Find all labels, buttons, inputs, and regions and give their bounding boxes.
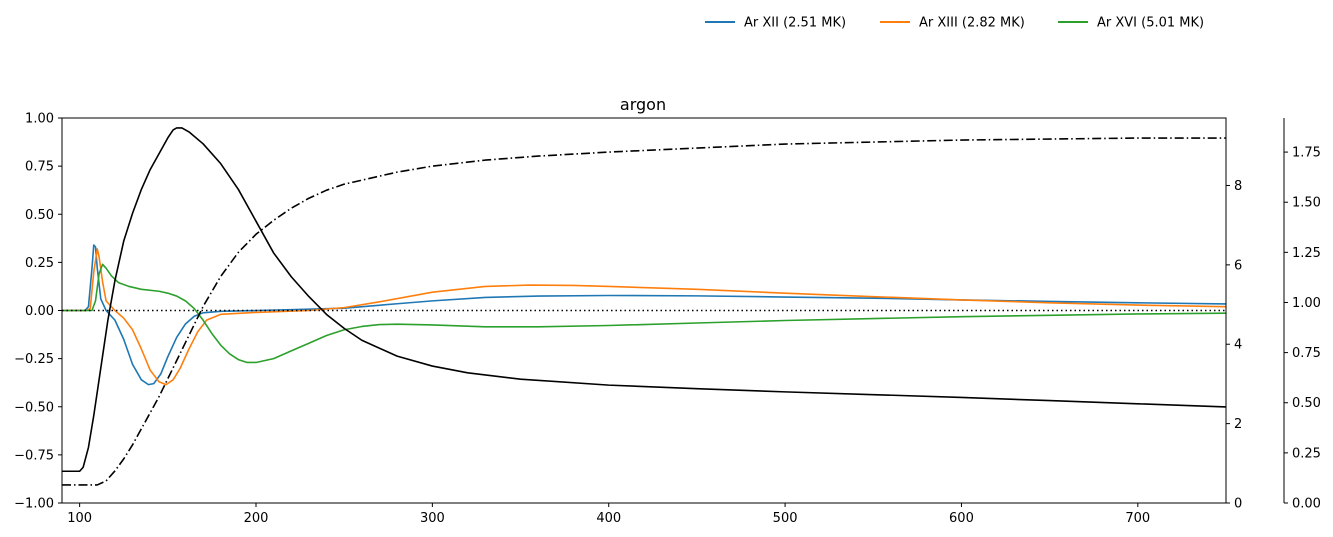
series-lines [62, 127, 1226, 486]
right2-tick-label: 0.25 [1292, 446, 1321, 461]
legend-label-1: Ar XIII (2.82 MK) [919, 16, 1025, 31]
left-tick-label: −0.75 [14, 448, 54, 463]
series-line-1 [62, 248, 1226, 386]
right1-tick-label: 8 [1234, 179, 1242, 194]
x-tick-label: 400 [596, 511, 621, 526]
left-tick-label: 0.00 [25, 304, 54, 319]
left-tick-label: −0.50 [14, 400, 54, 415]
left-tick-label: −1.00 [14, 497, 54, 512]
x-tick-label: 700 [1125, 511, 1150, 526]
right2-tick-label: 0.50 [1292, 396, 1321, 411]
legend-label-2: Ar XVI (5.01 MK) [1097, 16, 1204, 31]
left-tick-label: 0.25 [25, 256, 54, 271]
x-tick-label: 200 [244, 511, 269, 526]
right1-tick-label: 6 [1234, 258, 1242, 273]
left-tick-label: 0.50 [25, 208, 54, 223]
x-tick-label: 600 [949, 511, 974, 526]
chart-title: argon [620, 95, 666, 114]
right2-tick-label: 0.75 [1292, 346, 1321, 361]
right1-tick-label: 4 [1234, 338, 1242, 353]
right2-tick-label: 1.75 [1292, 146, 1321, 161]
right2-tick-label: 0.00 [1292, 497, 1321, 512]
left-tick-label: 0.75 [25, 160, 54, 175]
right2-tick-label: 1.50 [1292, 196, 1321, 211]
right2-tick-label: 1.00 [1292, 296, 1321, 311]
right2-tick-label: 1.25 [1292, 246, 1321, 261]
axes: 100 200 300 400 500 600 700 −1.00 −0.75 −0.50 −0.2… [14, 112, 1321, 527]
x-tick-label: 100 [67, 511, 92, 526]
x-tick-label: 300 [420, 511, 445, 526]
left-tick-label: 1.00 [25, 112, 54, 127]
series-line-4 [62, 127, 1226, 473]
series-line-0 [62, 244, 1226, 386]
legend: Ar XII (2.51 MK) Ar XIII (2.82 MK) Ar XVI … [705, 16, 1204, 31]
x-tick-label: 500 [773, 511, 798, 526]
left-tick-label: −0.25 [14, 352, 54, 367]
right1-tick-label: 2 [1234, 417, 1242, 432]
legend-label-0: Ar XII (2.51 MK) [744, 16, 846, 31]
series-line-5 [62, 137, 1226, 486]
series-line-2 [62, 263, 1226, 364]
right1-tick-label: 0 [1234, 497, 1242, 512]
